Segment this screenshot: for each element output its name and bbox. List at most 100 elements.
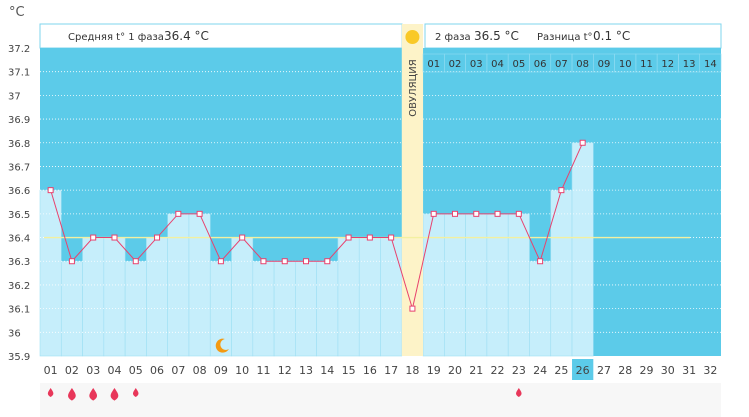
temperature-point-19[interactable] <box>430 210 437 217</box>
x-tick-label-17[interactable]: 17 <box>384 364 398 377</box>
phase1-box <box>39 23 403 49</box>
drop-icon <box>110 388 119 401</box>
x-tick-label-11[interactable]: 11 <box>256 364 270 377</box>
y-tick-label: 36.6 <box>8 186 30 197</box>
x-tick-label-23[interactable]: 23 <box>512 364 526 377</box>
x-tick-label-15[interactable]: 15 <box>342 364 356 377</box>
x-tick-label-13[interactable]: 13 <box>299 364 313 377</box>
temperature-point-05[interactable] <box>132 258 139 265</box>
temperature-point-01[interactable] <box>47 187 54 194</box>
ovulation-label: ОВУЛЯЦИЯ <box>408 59 419 117</box>
temperature-point-08[interactable] <box>196 210 203 217</box>
temperature-point-10[interactable] <box>239 234 246 241</box>
x-tick-label-21[interactable]: 21 <box>469 364 483 377</box>
x-tick-label-02[interactable]: 02 <box>65 364 79 377</box>
temperature-point-16[interactable] <box>366 234 373 241</box>
x-tick-label-31[interactable]: 31 <box>682 364 696 377</box>
drop-icon <box>516 388 522 397</box>
y-tick-label: 36.5 <box>8 210 30 221</box>
x-tick-label-19[interactable]: 19 <box>427 364 441 377</box>
moon-icon <box>215 338 229 353</box>
y-tick-label: 36.1 <box>8 305 30 316</box>
phase2-day-label: 12 <box>661 59 674 70</box>
x-tick-label-08[interactable]: 08 <box>193 364 207 377</box>
phase2-day-label: 02 <box>449 59 462 70</box>
x-tick-label-03[interactable]: 03 <box>86 364 100 377</box>
phase1-value: 36.4 °C <box>164 29 209 43</box>
temperature-bar-16 <box>358 237 381 357</box>
temperature-point-14[interactable] <box>324 258 331 265</box>
temperature-point-15[interactable] <box>345 234 352 241</box>
temperature-point-20[interactable] <box>451 210 458 217</box>
x-tick-label-30[interactable]: 30 <box>661 364 675 377</box>
temperature-point-18[interactable] <box>409 305 416 312</box>
x-tick-label-07[interactable]: 07 <box>171 364 185 377</box>
y-tick-label: 36.2 <box>8 281 30 292</box>
temperature-point-06[interactable] <box>154 234 161 241</box>
temperature-bar-05 <box>124 260 147 357</box>
x-tick-label-01[interactable]: 01 <box>44 364 58 377</box>
x-tick-label-04[interactable]: 04 <box>107 364 121 377</box>
phase1-label: Средняя t° 1 фаза <box>68 32 164 43</box>
ovulation-column <box>401 24 424 356</box>
drop-icon <box>133 388 139 397</box>
y-tick-label: 36 <box>8 328 21 339</box>
temperature-bar-03 <box>82 237 105 357</box>
x-tick-label-29[interactable]: 29 <box>640 364 654 377</box>
x-tick-label-14[interactable]: 14 <box>320 364 334 377</box>
y-tick-label: 35.9 <box>8 352 30 363</box>
x-tick-label-32[interactable]: 32 <box>703 364 717 377</box>
temperature-point-12[interactable] <box>281 258 288 265</box>
y-tick-label: 36.9 <box>8 115 30 126</box>
x-tick-label-27[interactable]: 27 <box>597 364 611 377</box>
temperature-point-02[interactable] <box>68 258 75 265</box>
x-tick-label-10[interactable]: 10 <box>235 364 249 377</box>
phase2-day-label: 10 <box>619 59 632 70</box>
x-tick-label-12[interactable]: 12 <box>278 364 292 377</box>
x-tick-label-26[interactable]: 26 <box>576 364 590 377</box>
x-tick-label-06[interactable]: 06 <box>150 364 164 377</box>
x-tick-label-16[interactable]: 16 <box>363 364 377 377</box>
y-tick-label: 36.7 <box>8 162 30 173</box>
y-tick-label: 37.1 <box>8 68 30 79</box>
temperature-point-09[interactable] <box>217 258 224 265</box>
x-tick-label-05[interactable]: 05 <box>129 364 143 377</box>
y-tick-label: 37 <box>8 91 21 102</box>
y-tick-label: 36.4 <box>8 234 30 245</box>
temperature-point-24[interactable] <box>537 258 544 265</box>
y-tick-label: 36.3 <box>8 257 30 268</box>
temperature-point-13[interactable] <box>303 258 310 265</box>
x-tick-label-22[interactable]: 22 <box>491 364 505 377</box>
temperature-bar-06 <box>146 237 168 357</box>
x-tick-label-20[interactable]: 20 <box>448 364 462 377</box>
x-tick-label-09[interactable]: 09 <box>214 364 228 377</box>
phase2-day-label: 06 <box>534 59 547 70</box>
temperature-point-04[interactable] <box>111 234 118 241</box>
phase2-day-label: 08 <box>576 59 589 70</box>
current-day-highlight <box>572 359 594 380</box>
temperature-point-11[interactable] <box>260 258 267 265</box>
temperature-point-26[interactable] <box>579 139 586 146</box>
x-tick-label-28[interactable]: 28 <box>618 364 632 377</box>
phase2-day-cell <box>699 53 722 73</box>
drop-icon <box>68 388 76 401</box>
phase2-day-label: 04 <box>491 59 504 70</box>
temperature-point-25[interactable] <box>558 187 565 194</box>
temperature-point-22[interactable] <box>494 210 501 217</box>
difference-label: Разница t° <box>537 32 593 43</box>
x-tick-label-24[interactable]: 24 <box>533 364 547 377</box>
temperature-point-23[interactable] <box>515 210 522 217</box>
phase2-day-label: 09 <box>598 59 611 70</box>
temperature-point-07[interactable] <box>175 210 182 217</box>
temperature-point-21[interactable] <box>473 210 480 217</box>
temperature-point-03[interactable] <box>90 234 97 241</box>
temperature-line <box>50 142 584 311</box>
phase2-day-label: 11 <box>640 59 653 70</box>
phase2-day-label: 13 <box>683 59 696 70</box>
temperature-point-17[interactable] <box>388 234 395 241</box>
x-tick-label-25[interactable]: 25 <box>554 364 568 377</box>
drop-icon <box>47 388 54 397</box>
phase2-value: 36.5 °C <box>474 29 519 43</box>
phase2-day-label: 07 <box>555 59 568 70</box>
x-tick-label-18[interactable]: 18 <box>405 364 419 377</box>
